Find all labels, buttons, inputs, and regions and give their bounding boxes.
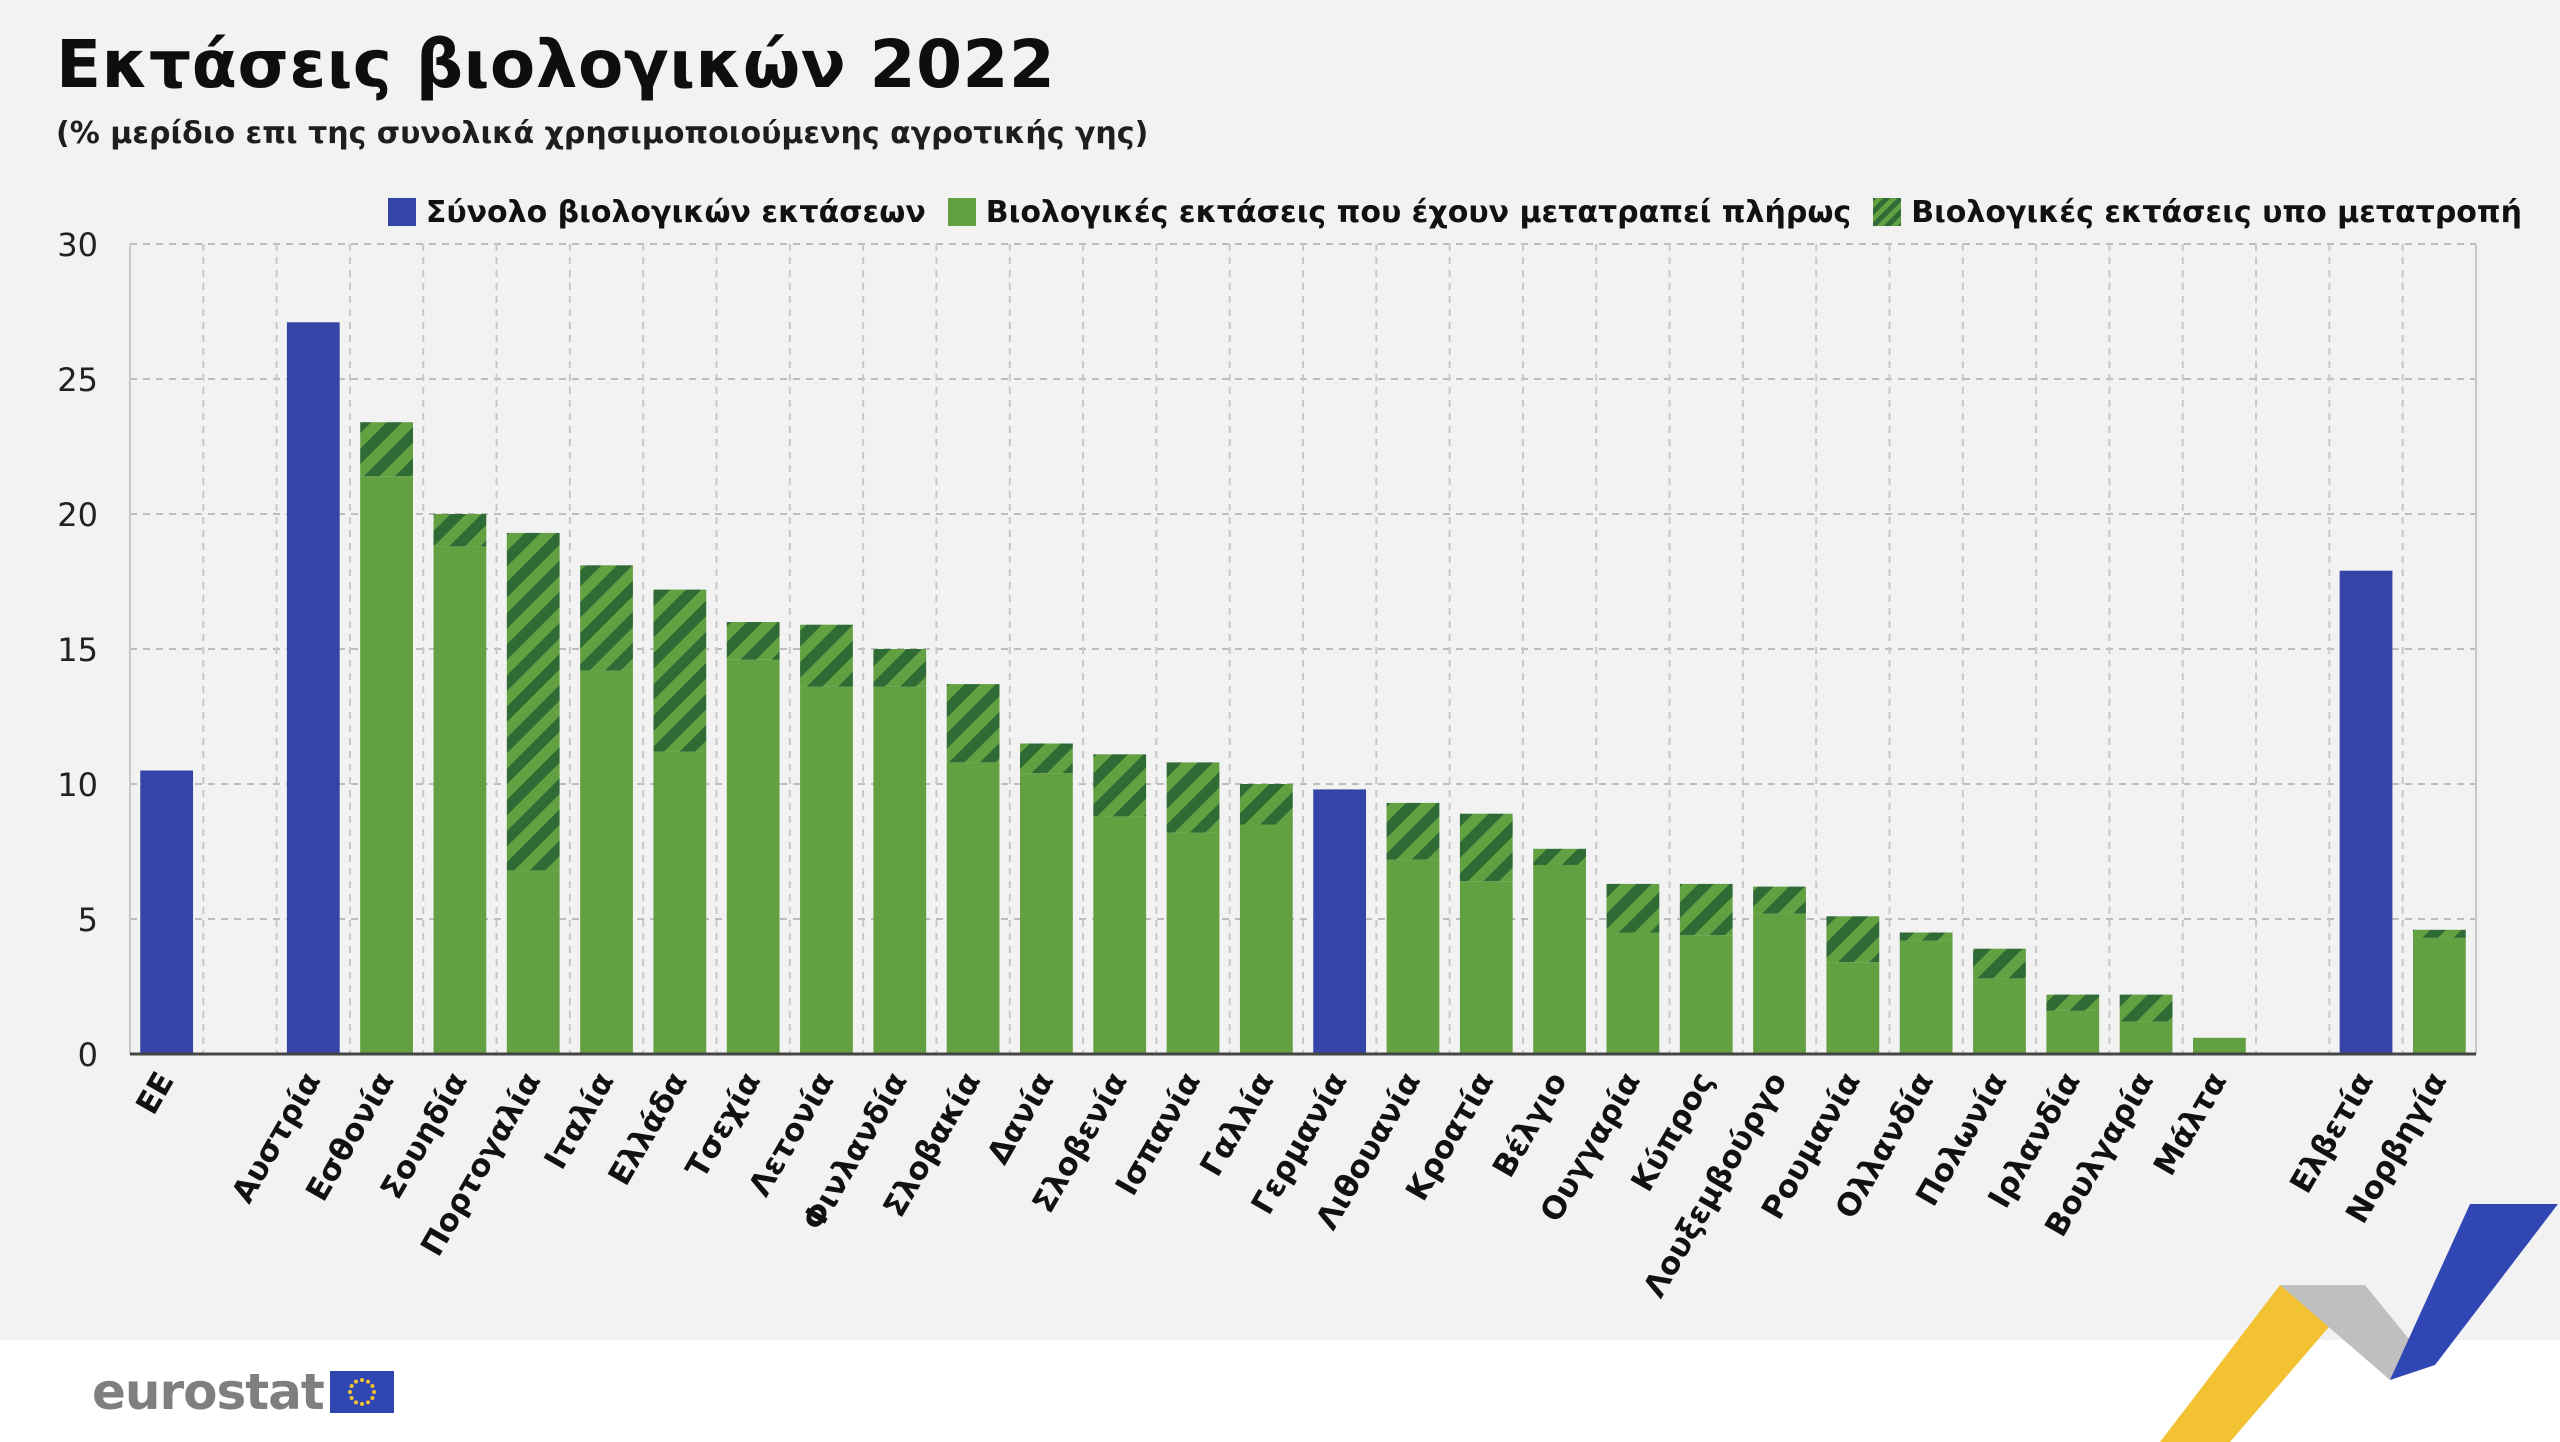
- bar-under-conversion: [873, 649, 926, 687]
- bar-converted: [2413, 938, 2466, 1054]
- x-tick-label: ΕΕ: [129, 1066, 181, 1121]
- bar-converted: [800, 687, 853, 1054]
- bar-under-conversion: [2413, 930, 2466, 938]
- eu-flag-icon: [330, 1371, 394, 1413]
- bar-under-conversion: [507, 533, 560, 871]
- bar-converted: [727, 660, 780, 1054]
- bar-under-conversion: [434, 514, 487, 546]
- corner-decoration: [2160, 1190, 2560, 1442]
- bar-under-conversion: [1607, 884, 1660, 933]
- bar-under-conversion: [580, 565, 633, 670]
- bar-under-conversion: [1533, 849, 1586, 865]
- bar-converted: [1093, 816, 1146, 1054]
- bar-converted: [507, 870, 560, 1054]
- bar-converted: [1460, 881, 1513, 1054]
- bar-converted: [1607, 933, 1660, 1055]
- y-tick-label: 10: [57, 766, 98, 804]
- bar-total: [1313, 789, 1366, 1054]
- bar-under-conversion: [1973, 949, 2026, 979]
- bar-converted: [1387, 860, 1440, 1054]
- y-tick-label: 5: [78, 901, 98, 939]
- bar-converted: [1167, 833, 1220, 1054]
- bar-converted: [1240, 825, 1293, 1055]
- bar-total: [287, 322, 340, 1054]
- bar-converted: [360, 476, 413, 1054]
- bar-converted: [434, 546, 487, 1054]
- bar-converted: [1753, 914, 1806, 1054]
- bar-converted: [1973, 978, 2026, 1054]
- bar-under-conversion: [1240, 784, 1293, 825]
- y-tick-label: 15: [57, 631, 98, 669]
- bar-under-conversion: [1387, 803, 1440, 860]
- bar-under-conversion: [727, 622, 780, 660]
- bar-under-conversion: [1020, 744, 1073, 774]
- bar-converted: [1533, 865, 1586, 1054]
- bar-converted: [653, 752, 706, 1054]
- bar-converted: [2193, 1038, 2246, 1054]
- bar-under-conversion: [360, 422, 413, 476]
- bar-converted: [2046, 1011, 2099, 1054]
- bar-under-conversion: [653, 590, 706, 752]
- bar-under-conversion: [800, 625, 853, 687]
- bar-total: [140, 771, 193, 1055]
- bar-under-conversion: [1680, 884, 1733, 935]
- bar-under-conversion: [1093, 754, 1146, 816]
- bar-converted: [1826, 962, 1879, 1054]
- y-tick-label: 0: [78, 1036, 98, 1074]
- y-tick-label: 20: [57, 496, 98, 534]
- bar-converted: [947, 762, 1000, 1054]
- logo-text: eurostat: [92, 1363, 324, 1421]
- bar-under-conversion: [1900, 933, 1953, 941]
- y-tick-label: 30: [57, 226, 98, 264]
- bar-under-conversion: [1826, 916, 1879, 962]
- bar-converted: [1680, 935, 1733, 1054]
- bar-under-conversion: [2120, 995, 2173, 1022]
- bar-total: [2340, 571, 2393, 1054]
- bar-converted: [873, 687, 926, 1054]
- y-tick-label: 25: [57, 361, 98, 399]
- eurostat-logo: eurostat: [92, 1362, 394, 1422]
- bar-under-conversion: [947, 684, 1000, 762]
- bar-converted: [2120, 1022, 2173, 1054]
- bar-under-conversion: [1753, 887, 1806, 914]
- bar-converted: [1900, 941, 1953, 1054]
- bar-converted: [580, 671, 633, 1054]
- bar-converted: [1020, 773, 1073, 1054]
- bar-under-conversion: [1460, 814, 1513, 882]
- bar-under-conversion: [2046, 995, 2099, 1011]
- bar-under-conversion: [1167, 762, 1220, 832]
- x-tick-label: Δανία: [980, 1066, 1061, 1170]
